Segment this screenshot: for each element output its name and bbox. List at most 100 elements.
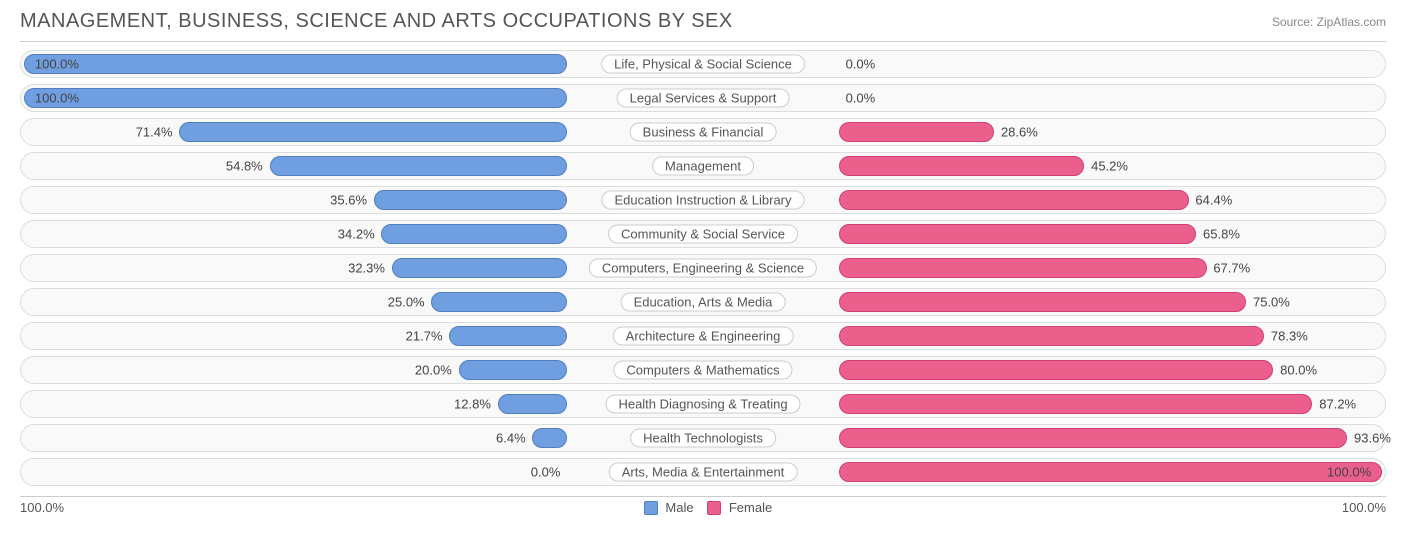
chart-row-inner: 6.4%93.6%Health Technologists <box>24 428 1382 448</box>
pct-label-male: 54.8% <box>226 159 263 174</box>
bar-male <box>24 54 567 74</box>
pct-label-female: 65.8% <box>1203 227 1240 242</box>
legend-label-female: Female <box>729 500 772 515</box>
chart-row: 100.0% 0.0% Legal Services & Support <box>20 84 1386 112</box>
category-pill: Health Technologists <box>630 429 776 448</box>
chart-row-inner: 100.0% 0.0% Life, Physical & Social Scienc… <box>24 54 1382 74</box>
chart-row: 0.0% 100.0% Arts, Media & Entertainment <box>20 458 1386 486</box>
category-pill: Community & Social Service <box>608 225 798 244</box>
chart-area: 100.0% 0.0% Life, Physical & Social Scienc… <box>20 41 1386 497</box>
category-pill: Life, Physical & Social Science <box>601 55 805 74</box>
footer-row: 100.0% Male Female 100.0% <box>20 499 1386 515</box>
bar-female <box>839 360 1274 380</box>
chart-row-inner: 12.8% 87.2% Health Diagnosing & Treating <box>24 394 1382 414</box>
chart-row-inner: 21.7%78.3%Architecture & Engineering <box>24 326 1382 346</box>
pct-label-female: 78.3% <box>1271 329 1308 344</box>
pct-label-female: 93.6% <box>1354 431 1391 446</box>
chart-row-inner: 54.8% 45.2% Management <box>24 156 1382 176</box>
chart-row: 20.0% 80.0% Computers & Mathematics <box>20 356 1386 384</box>
pct-label-female: 80.0% <box>1280 363 1317 378</box>
bar-male <box>24 88 567 108</box>
header-row: MANAGEMENT, BUSINESS, SCIENCE AND ARTS O… <box>20 10 1386 33</box>
pct-label-female: 75.0% <box>1253 295 1290 310</box>
chart-row-inner: 20.0% 80.0% Computers & Mathematics <box>24 360 1382 380</box>
chart-row: 25.0% 75.0% Education, Arts & Media <box>20 288 1386 316</box>
pct-label-male: 35.6% <box>330 193 367 208</box>
bar-male <box>270 156 568 176</box>
pct-label-female: 45.2% <box>1091 159 1128 174</box>
bar-male <box>374 190 567 210</box>
category-pill: Health Diagnosing & Treating <box>605 395 800 414</box>
chart-row-inner: 71.4% 28.6% Business & Financial <box>24 122 1382 142</box>
pct-label-male: 0.0% <box>531 465 561 480</box>
bar-male <box>179 122 567 142</box>
pct-label-male: 12.8% <box>454 397 491 412</box>
bar-female <box>839 258 1207 278</box>
pct-label-male: 100.0% <box>35 91 79 106</box>
bar-female <box>839 394 1313 414</box>
bar-female <box>839 292 1246 312</box>
chart-row: 35.6% 64.4% Education Instruction & Librar… <box>20 186 1386 214</box>
chart-row-inner: 32.3% 67.7% Computers, Engineering & Scien… <box>24 258 1382 278</box>
category-pill: Management <box>652 157 754 176</box>
chart-row: 12.8% 87.2% Health Diagnosing & Treating <box>20 390 1386 418</box>
pct-label-female: 87.2% <box>1319 397 1356 412</box>
pct-label-female: 100.0% <box>1327 465 1371 480</box>
category-pill: Legal Services & Support <box>617 89 790 108</box>
pct-label-male: 71.4% <box>136 125 173 140</box>
bar-female <box>839 326 1264 346</box>
pct-label-female: 0.0% <box>846 57 876 72</box>
chart-row-inner: 35.6% 64.4% Education Instruction & Librar… <box>24 190 1382 210</box>
bar-female <box>839 462 1382 482</box>
bar-male <box>532 428 567 448</box>
chart-row: 21.7%78.3%Architecture & Engineering <box>20 322 1386 350</box>
chart-row: 100.0% 0.0% Life, Physical & Social Scienc… <box>20 50 1386 78</box>
chart-row-inner: 0.0% 100.0% Arts, Media & Entertainment <box>24 462 1382 482</box>
category-pill: Business & Financial <box>630 123 777 142</box>
category-pill: Arts, Media & Entertainment <box>609 463 798 482</box>
axis-left-label: 100.0% <box>20 500 64 515</box>
bar-male <box>498 394 568 414</box>
axis-right-label: 100.0% <box>1342 500 1386 515</box>
chart-title: MANAGEMENT, BUSINESS, SCIENCE AND ARTS O… <box>20 10 733 33</box>
bar-female <box>839 428 1347 448</box>
chart-row-inner: 100.0% 0.0% Legal Services & Support <box>24 88 1382 108</box>
bar-male <box>449 326 567 346</box>
source-name: ZipAtlas.com <box>1317 15 1386 29</box>
bar-female <box>839 156 1085 176</box>
pct-label-male: 100.0% <box>35 57 79 72</box>
bar-male <box>431 292 567 312</box>
pct-label-male: 6.4% <box>496 431 526 446</box>
pct-label-male: 21.7% <box>406 329 443 344</box>
source-label: Source: <box>1272 15 1313 29</box>
pct-label-male: 32.3% <box>348 261 385 276</box>
category-pill: Computers, Engineering & Science <box>589 259 817 278</box>
bar-female <box>839 190 1189 210</box>
pct-label-female: 0.0% <box>846 91 876 106</box>
legend-swatch-female <box>707 501 721 515</box>
pct-label-female: 28.6% <box>1001 125 1038 140</box>
bar-female <box>839 224 1196 244</box>
pct-label-female: 67.7% <box>1213 261 1250 276</box>
bar-male <box>459 360 568 380</box>
legend-label-male: Male <box>665 500 693 515</box>
pct-label-male: 20.0% <box>415 363 452 378</box>
pct-label-female: 64.4% <box>1195 193 1232 208</box>
category-pill: Computers & Mathematics <box>613 361 792 380</box>
chart-row: 54.8% 45.2% Management <box>20 152 1386 180</box>
chart-row-inner: 25.0% 75.0% Education, Arts & Media <box>24 292 1382 312</box>
chart-row: 6.4%93.6%Health Technologists <box>20 424 1386 452</box>
legend: Male Female <box>64 499 1342 515</box>
pct-label-male: 25.0% <box>388 295 425 310</box>
category-pill: Education, Arts & Media <box>621 293 786 312</box>
legend-swatch-male <box>644 501 658 515</box>
pct-label-male: 34.2% <box>338 227 375 242</box>
category-pill: Education Instruction & Library <box>601 191 804 210</box>
chart-row-inner: 34.2% 65.8% Community & Social Service <box>24 224 1382 244</box>
bar-male <box>381 224 567 244</box>
chart-row: 32.3% 67.7% Computers, Engineering & Scien… <box>20 254 1386 282</box>
bar-female <box>839 122 994 142</box>
source-attribution: Source: ZipAtlas.com <box>1272 15 1386 29</box>
chart-row: 71.4% 28.6% Business & Financial <box>20 118 1386 146</box>
chart-row: 34.2% 65.8% Community & Social Service <box>20 220 1386 248</box>
